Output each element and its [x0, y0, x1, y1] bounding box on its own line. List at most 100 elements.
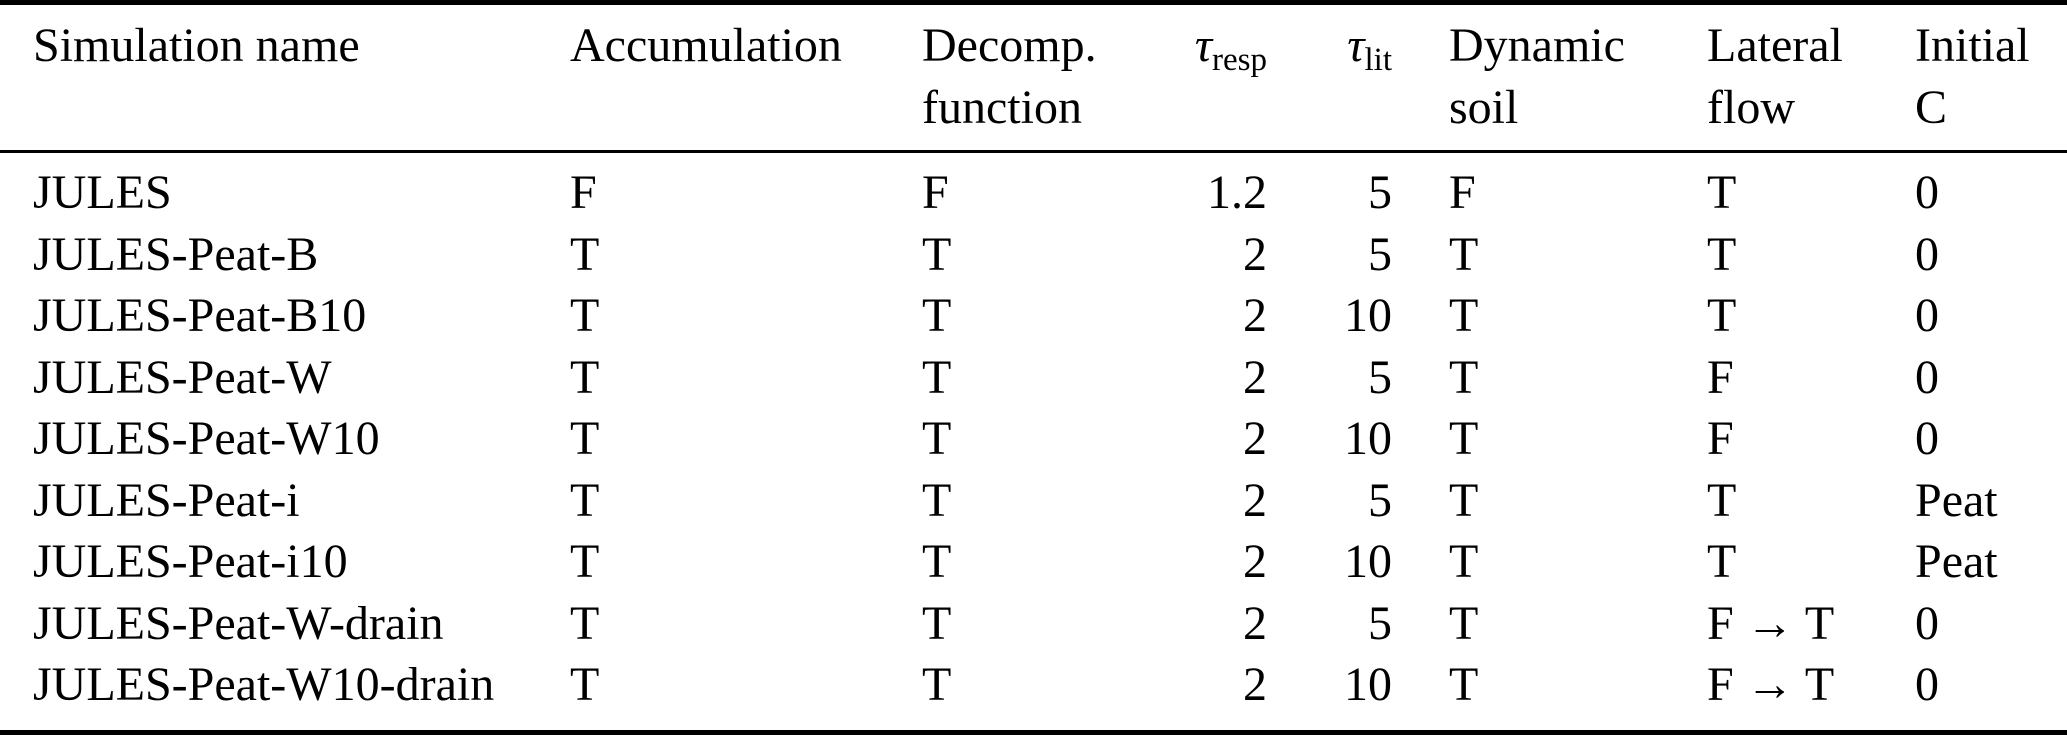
cell-simulation-name: JULES-Peat-W10	[33, 412, 380, 465]
cell-dynamic-soil: F	[1449, 166, 1476, 219]
cell-lateral-flow: T	[1707, 227, 1737, 281]
cell-simulation-name: JULES-Peat-W10-drain	[33, 658, 495, 711]
cell-decomp-function: T	[922, 535, 952, 588]
cell-lateral-flow: T	[1707, 289, 1737, 342]
header-row: Simulation name Accumulation Decomp. fun…	[0, 2, 2067, 153]
cell-initial-c: 0	[1915, 289, 1939, 342]
cell-tau-lit: 5	[1368, 473, 1392, 527]
header-label-line2: C	[1915, 81, 1948, 134]
table-row: JULES F F 1.2 5 F T 0	[0, 152, 2067, 224]
table-header: Simulation name Accumulation Decomp. fun…	[0, 2, 2067, 153]
tau-lit-symbol: τlit	[1347, 19, 1392, 78]
cell-decomp-function: T	[922, 596, 952, 650]
cell-accumulation: T	[570, 227, 600, 281]
table-row: JULES-Peat-i10 T T 2 10 T T Peat	[0, 531, 2067, 593]
column-header-decomp-function: Decomp. function	[922, 2, 1175, 153]
cell-tau-resp: 2	[1243, 473, 1267, 527]
cell-simulation-name: JULES-Peat-W	[33, 350, 332, 404]
column-header-tau-resp: τresp	[1175, 2, 1267, 153]
header-label: Decomp.	[922, 19, 1097, 72]
cell-dynamic-soil: T	[1449, 535, 1479, 588]
cell-accumulation: T	[570, 658, 600, 711]
cell-tau-resp: 2	[1243, 658, 1267, 711]
cell-tau-lit: 10	[1344, 658, 1392, 711]
cell-accumulation: T	[570, 412, 600, 465]
cell-simulation-name: JULES	[33, 166, 172, 219]
cell-tau-lit: 10	[1344, 535, 1392, 588]
header-label-line2	[33, 77, 570, 139]
table-row: JULES-Peat-B10 T T 2 10 T T 0	[0, 285, 2067, 347]
cell-lateral-flow: F → T	[1707, 596, 1835, 650]
cell-dynamic-soil: T	[1449, 473, 1479, 527]
cell-tau-resp: 2	[1243, 227, 1267, 281]
column-header-dynamic-soil: Dynamic soil	[1392, 2, 1707, 153]
cell-tau-resp: 2	[1243, 289, 1267, 342]
cell-initial-c: 0	[1915, 596, 1939, 650]
cell-decomp-function: T	[922, 227, 952, 281]
column-header-accumulation: Accumulation	[570, 2, 922, 153]
table-row: JULES-Peat-B T T 2 5 T T 0	[0, 224, 2067, 286]
cell-tau-lit: 10	[1344, 412, 1392, 465]
column-header-lateral-flow: Lateral flow	[1707, 2, 1915, 153]
cell-decomp-function: T	[922, 473, 952, 527]
cell-initial-c: 0	[1915, 227, 1939, 281]
cell-dynamic-soil: T	[1449, 289, 1479, 342]
cell-lateral-flow: F	[1707, 412, 1734, 465]
cell-accumulation: T	[570, 596, 600, 650]
cell-dynamic-soil: T	[1449, 227, 1479, 281]
cell-simulation-name: JULES-Peat-W-drain	[33, 596, 444, 650]
cell-tau-resp: 2	[1243, 535, 1267, 588]
cell-lateral-flow: T	[1707, 473, 1737, 527]
table-body: JULES F F 1.2 5 F T 0 JULES-Peat-B T T 2 5 T T 0 JULES-P…	[0, 152, 2067, 733]
cell-decomp-function: T	[922, 350, 952, 404]
cell-simulation-name: JULES-Peat-B10	[33, 289, 367, 342]
cell-tau-resp: 2	[1243, 412, 1267, 465]
cell-simulation-name: JULES-Peat-i10	[33, 535, 348, 588]
cell-tau-lit: 5	[1368, 227, 1392, 281]
header-label: Simulation name	[33, 19, 360, 72]
header-label-line2: soil	[1449, 81, 1519, 134]
table-row: JULES-Peat-W-drain T T 2 5 T F → T 0	[0, 593, 2067, 655]
table-row: JULES-Peat-W10 T T 2 10 T F 0	[0, 408, 2067, 470]
cell-dynamic-soil: T	[1449, 596, 1479, 650]
cell-simulation-name: JULES-Peat-i	[33, 473, 300, 527]
cell-initial-c: 0	[1915, 412, 1939, 465]
cell-dynamic-soil: T	[1449, 350, 1479, 404]
header-label-line2: function	[922, 81, 1082, 134]
table-row: JULES-Peat-W10-drain T T 2 10 T F → T 0	[0, 654, 2067, 732]
cell-tau-resp: 1.2	[1207, 166, 1267, 219]
cell-accumulation: T	[570, 289, 600, 342]
header-label: Initial	[1915, 19, 2030, 72]
cell-initial-c: Peat	[1915, 535, 1998, 588]
cell-decomp-function: T	[922, 658, 952, 711]
column-header-simulation-name: Simulation name	[0, 2, 570, 153]
cell-tau-lit: 10	[1344, 289, 1392, 342]
cell-tau-lit: 5	[1368, 350, 1392, 404]
cell-lateral-flow: F	[1707, 350, 1734, 404]
column-header-tau-lit: τlit	[1267, 2, 1392, 153]
cell-dynamic-soil: T	[1449, 658, 1479, 711]
column-header-initial-c: Initial C	[1915, 2, 2067, 153]
header-label-line2	[570, 77, 922, 139]
header-label: Dynamic	[1449, 19, 1625, 72]
tau-resp-symbol: τresp	[1194, 19, 1267, 78]
cell-accumulation: T	[570, 350, 600, 404]
cell-lateral-flow: T	[1707, 535, 1737, 588]
cell-decomp-function: T	[922, 289, 952, 342]
header-label-line2: flow	[1707, 81, 1795, 134]
cell-tau-lit: 5	[1368, 596, 1392, 650]
cell-accumulation: F	[570, 166, 597, 219]
cell-decomp-function: T	[922, 412, 952, 465]
cell-dynamic-soil: T	[1449, 412, 1479, 465]
cell-initial-c: 0	[1915, 658, 1939, 711]
cell-accumulation: T	[570, 535, 600, 588]
cell-initial-c: 0	[1915, 166, 1939, 219]
table-row: JULES-Peat-W T T 2 5 T F 0	[0, 347, 2067, 409]
cell-tau-resp: 2	[1243, 350, 1267, 404]
cell-decomp-function: F	[922, 166, 949, 219]
cell-initial-c: 0	[1915, 350, 1939, 404]
cell-lateral-flow: T	[1707, 166, 1737, 219]
cell-simulation-name: JULES-Peat-B	[33, 227, 319, 281]
header-label: Lateral	[1707, 19, 1843, 72]
